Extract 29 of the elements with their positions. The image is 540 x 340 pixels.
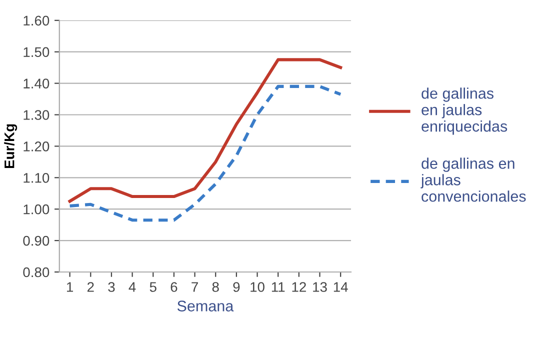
y-tick-label: 0.80 [23,267,50,278]
y-axis-title: Eur/Kg [4,124,18,168]
x-tick-label: 11 [272,282,285,292]
x-tick-label: 9 [233,282,240,292]
x-tick-label: 8 [212,282,219,292]
x-tick-label: 13 [313,282,327,292]
x-tick-label: 2 [87,282,94,292]
line-series [68,84,342,222]
x-tick-label: 1 [67,282,73,292]
y-tick-label: 1.20 [24,142,50,152]
y-tick-label: 1.50 [24,47,50,58]
legend-label: de gallinas en jaulas convencionales [420,158,526,202]
x-tick-label: 4 [128,282,136,292]
y-tick-label: 1.60 [24,16,50,26]
y-tick-label: 1.10 [24,172,50,183]
x-tick-label: 5 [150,282,156,292]
x-tick-label: 12 [292,282,306,292]
x-tick-label: 3 [108,282,115,292]
x-tick-label: 14 [334,282,348,292]
line-series [68,58,342,203]
x-tick-label: 7 [192,282,198,292]
x-tick-label: 10 [250,282,264,292]
y-tick-label: 1.00 [24,204,50,214]
legend-label: de gallinas en jaulas enriquecidas [422,88,508,135]
y-tick-label: 0.90 [23,236,50,246]
x-tick-label: 6 [170,282,178,292]
y-tick-label: 1.30 [24,110,50,120]
y-tick-label: 1.40 [24,78,50,88]
x-axis-title: Semana [177,300,234,312]
